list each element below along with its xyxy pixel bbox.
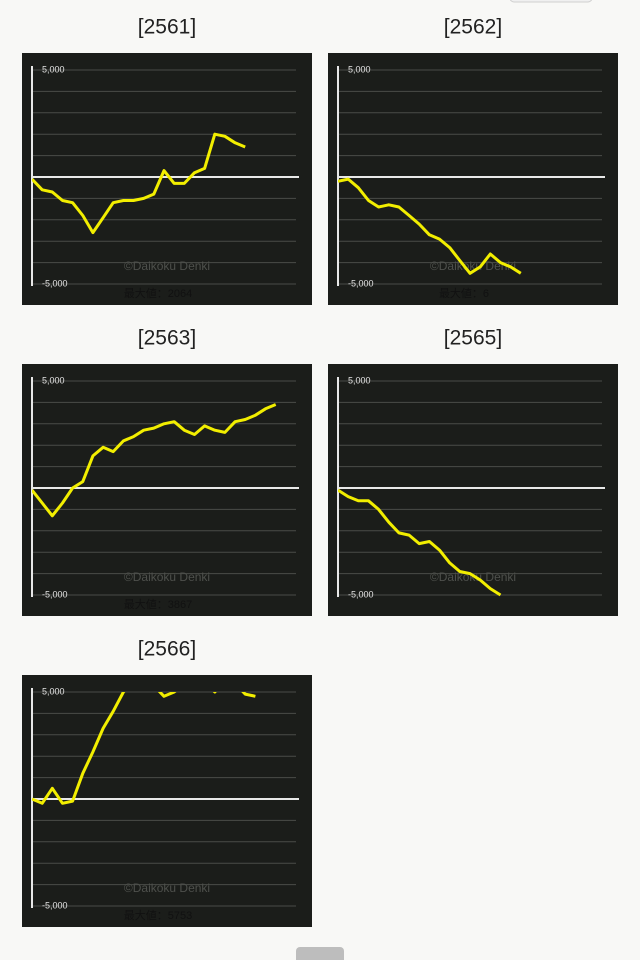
max-value-label: 最大値：2064 bbox=[124, 286, 192, 300]
chart: 5,000 -5,000 ©Daikoku Denki 最大値：2064 bbox=[22, 53, 312, 305]
data-line bbox=[32, 403, 277, 518]
max-value-label: 最大値：5753 bbox=[124, 908, 192, 922]
y-tick-label: 5,000 bbox=[42, 64, 65, 74]
chart: 5,000 -5,000 ©Daikoku Denki 最大値：6 bbox=[328, 53, 618, 305]
chart-title: [2565] bbox=[444, 327, 502, 350]
data-line bbox=[338, 488, 502, 597]
y-tick-label: -5,000 bbox=[42, 589, 68, 599]
page-tab[interactable] bbox=[296, 947, 344, 960]
max-value-label: 最大値：3867 bbox=[124, 597, 192, 611]
chart-title: [2563] bbox=[138, 327, 196, 350]
y-tick-label: 5,000 bbox=[42, 686, 65, 696]
watermark: ©Daikoku Denki bbox=[124, 259, 210, 273]
watermark: ©Daikoku Denki bbox=[124, 881, 210, 895]
chart: 5,000-5,000©Daikoku Denki bbox=[328, 364, 618, 616]
chart: 5,000 -5,000 ©Daikoku Denki 最大値：5753 bbox=[22, 675, 312, 927]
y-tick-label: 5,000 bbox=[348, 64, 371, 74]
chart-title: [2561] bbox=[138, 16, 196, 39]
data-line bbox=[32, 132, 246, 235]
watermark: ©Daikoku Denki bbox=[430, 259, 516, 273]
data-line bbox=[338, 177, 522, 275]
chart-title: [2566] bbox=[138, 638, 196, 661]
y-tick-label: 5,000 bbox=[348, 375, 371, 385]
y-tick-label: -5,000 bbox=[348, 589, 374, 599]
watermark: ©Daikoku Denki bbox=[124, 570, 210, 584]
max-value-label: 最大値：6 bbox=[439, 286, 489, 300]
data-line bbox=[32, 692, 256, 805]
y-tick-label: -5,000 bbox=[42, 278, 68, 288]
top-button[interactable] bbox=[509, 0, 593, 3]
y-tick-label: -5,000 bbox=[348, 278, 374, 288]
chart-title: [2562] bbox=[444, 16, 502, 39]
chart: 5,000 -5,000 ©Daikoku Denki 最大値：3867 bbox=[22, 364, 312, 616]
y-tick-label: 5,000 bbox=[42, 375, 65, 385]
y-tick-label: -5,000 bbox=[42, 900, 68, 910]
